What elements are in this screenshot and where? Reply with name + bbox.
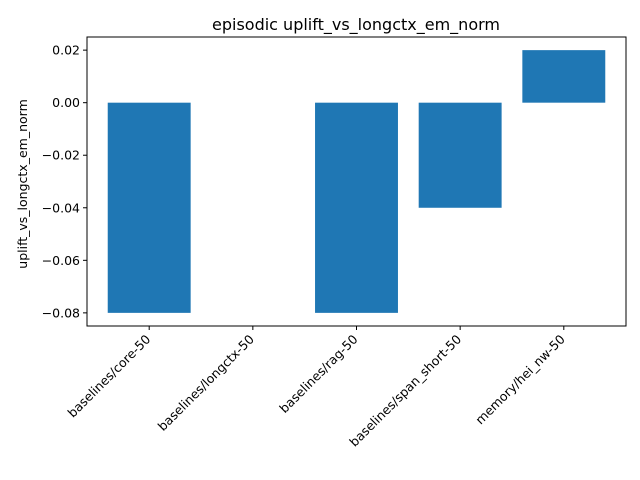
x-tick-label: baselines/rag-50	[276, 331, 360, 415]
y-tick-label: 0.02	[52, 43, 80, 58]
y-tick-label: −0.04	[42, 200, 80, 215]
bar-baselines-span-short-50	[418, 102, 502, 208]
bars-group	[107, 50, 606, 313]
plot-frame	[86, 36, 627, 327]
x-tick-label: baselines/core-50	[65, 331, 154, 420]
bar-baselines-core-50	[107, 102, 191, 313]
x-tick-label: baselines/span_short-50	[346, 331, 464, 449]
bar-baselines-rag-50	[315, 102, 398, 313]
y-tick-label: −0.08	[42, 305, 80, 320]
y-tick-label: −0.02	[42, 148, 80, 163]
x-tick-label: baselines/longctx-50	[155, 331, 257, 433]
x-tick-label: memory/hei_nw-50	[472, 331, 568, 427]
y-tick-label: −0.06	[42, 253, 80, 268]
y-tick-label: 0.00	[52, 95, 80, 110]
chart-title: episodic uplift_vs_longctx_em_norm	[212, 15, 500, 35]
bar-memory-hei-nw-50	[522, 50, 606, 103]
y-axis-label: uplift_vs_longctx_em_norm	[15, 99, 30, 268]
x-axis: baselines/core-50 baselines/longctx-50 bas…	[65, 326, 568, 450]
y-axis: −0.08 −0.06 −0.04 −0.02 0.00 0.02	[42, 43, 87, 320]
